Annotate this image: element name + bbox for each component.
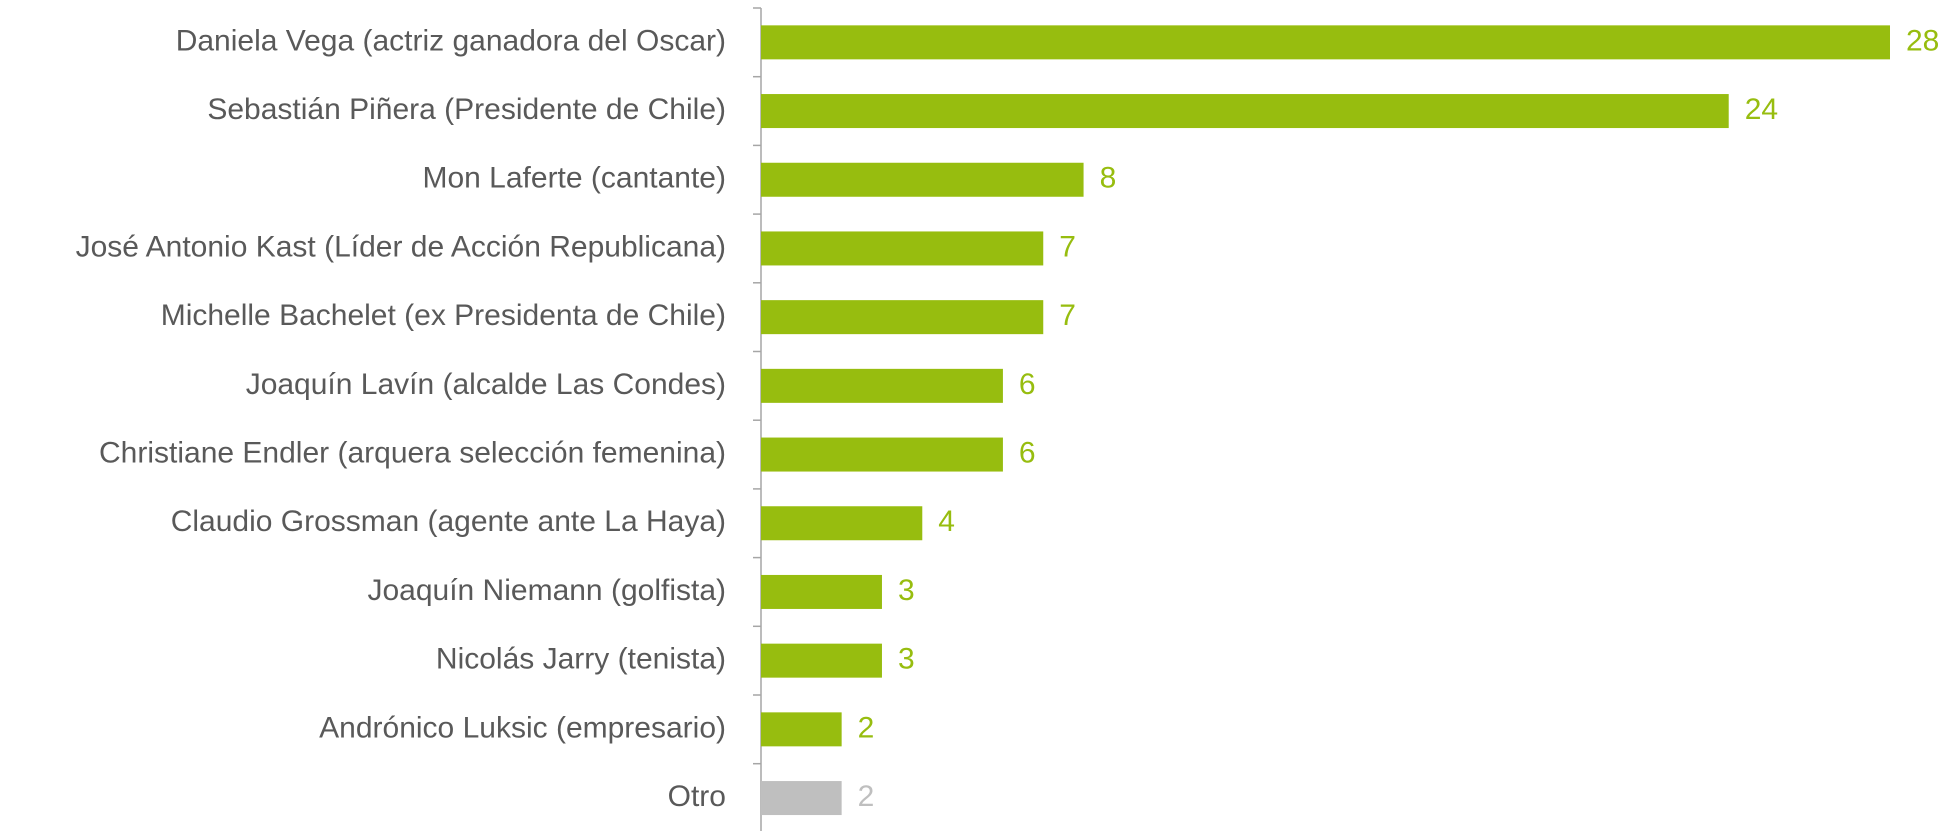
value-label: 2 [858,711,875,744]
bar [761,437,1003,472]
bar [761,506,923,541]
value-label: 8 [1100,162,1117,195]
category-label: Otro [668,780,726,813]
bar [761,574,882,609]
value-label: 3 [898,574,915,607]
category-label: Christiane Endler (arquera selección fem… [99,436,726,469]
value-label: 3 [898,643,915,676]
value-label: 4 [938,505,955,538]
bar [761,300,1044,335]
bar [761,231,1044,266]
category-label: Joaquín Lavín (alcalde Las Condes) [246,368,726,401]
category-label: Andrónico Luksic (empresario) [319,711,726,744]
bar [761,781,842,816]
category-label: Joaquín Niemann (golfista) [367,574,726,607]
bar [761,94,1729,129]
category-label: Sebastián Piñera (Presidente de Chile) [207,93,726,126]
bar [761,25,1890,60]
value-label: 28 [1906,24,1939,57]
bar [761,368,1003,403]
value-label: 24 [1745,93,1778,126]
value-label: 6 [1019,436,1036,469]
bar [761,643,882,678]
value-label: 6 [1019,368,1036,401]
value-label: 2 [858,780,875,813]
value-label: 7 [1059,299,1076,332]
bar [761,712,842,747]
category-label: Michelle Bachelet (ex Presidenta de Chil… [161,299,726,332]
value-label: 7 [1059,230,1076,263]
category-label: Daniela Vega (actriz ganadora del Oscar) [176,24,726,57]
category-label: Claudio Grossman (agente ante La Haya) [171,505,726,538]
category-label: José Antonio Kast (Líder de Acción Repub… [76,230,726,263]
bar [761,162,1084,197]
category-label: Mon Laferte (cantante) [422,162,726,195]
category-label: Nicolás Jarry (tenista) [436,643,726,676]
